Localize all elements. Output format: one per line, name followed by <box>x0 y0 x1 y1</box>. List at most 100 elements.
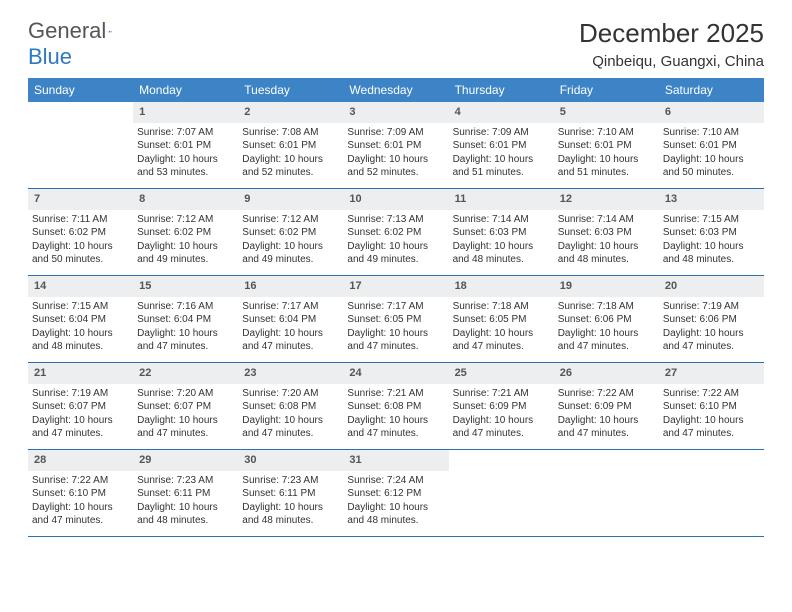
month-title: December 2025 <box>579 18 764 49</box>
daylight-text: Daylight: 10 hours and 47 minutes. <box>137 414 234 441</box>
daylight-text: Daylight: 10 hours and 51 minutes. <box>558 153 655 180</box>
sunrise-text: Sunrise: 7:19 AM <box>663 300 760 314</box>
sunrise-text: Sunrise: 7:07 AM <box>137 126 234 140</box>
day-cell: 5Sunrise: 7:10 AMSunset: 6:01 PMDaylight… <box>554 102 659 188</box>
daylight-text: Daylight: 10 hours and 53 minutes. <box>137 153 234 180</box>
day-cell: 20Sunrise: 7:19 AMSunset: 6:06 PMDayligh… <box>659 276 764 362</box>
day-body: Sunrise: 7:13 AMSunset: 6:02 PMDaylight:… <box>343 210 448 273</box>
sunrise-text: Sunrise: 7:20 AM <box>242 387 339 401</box>
day-body: Sunrise: 7:18 AMSunset: 6:06 PMDaylight:… <box>554 297 659 360</box>
day-number: 29 <box>133 450 238 471</box>
header: General December 2025 Qinbeiqu, Guangxi,… <box>28 18 764 70</box>
logo: General <box>28 18 132 44</box>
day-body: Sunrise: 7:15 AMSunset: 6:03 PMDaylight:… <box>659 210 764 273</box>
day-cell: 8Sunrise: 7:12 AMSunset: 6:02 PMDaylight… <box>133 189 238 275</box>
day-cell: 23Sunrise: 7:20 AMSunset: 6:08 PMDayligh… <box>238 363 343 449</box>
day-number: 22 <box>133 363 238 384</box>
sunset-text: Sunset: 6:01 PM <box>242 139 339 153</box>
day-cell <box>28 102 133 188</box>
daylight-text: Daylight: 10 hours and 47 minutes. <box>663 327 760 354</box>
sunrise-text: Sunrise: 7:21 AM <box>347 387 444 401</box>
sunset-text: Sunset: 6:11 PM <box>137 487 234 501</box>
day-cell: 11Sunrise: 7:14 AMSunset: 6:03 PMDayligh… <box>449 189 554 275</box>
weeks-container: 1Sunrise: 7:07 AMSunset: 6:01 PMDaylight… <box>28 102 764 537</box>
sunset-text: Sunset: 6:10 PM <box>663 400 760 414</box>
sunrise-text: Sunrise: 7:22 AM <box>663 387 760 401</box>
daylight-text: Daylight: 10 hours and 48 minutes. <box>242 501 339 528</box>
daylight-text: Daylight: 10 hours and 48 minutes. <box>32 327 129 354</box>
day-cell: 30Sunrise: 7:23 AMSunset: 6:11 PMDayligh… <box>238 450 343 536</box>
sunrise-text: Sunrise: 7:23 AM <box>242 474 339 488</box>
sunset-text: Sunset: 6:01 PM <box>347 139 444 153</box>
day-cell: 19Sunrise: 7:18 AMSunset: 6:06 PMDayligh… <box>554 276 659 362</box>
day-body: Sunrise: 7:10 AMSunset: 6:01 PMDaylight:… <box>659 123 764 186</box>
day-number: 15 <box>133 276 238 297</box>
sunset-text: Sunset: 6:01 PM <box>453 139 550 153</box>
day-body: Sunrise: 7:15 AMSunset: 6:04 PMDaylight:… <box>28 297 133 360</box>
calendar-page: General December 2025 Qinbeiqu, Guangxi,… <box>0 0 792 537</box>
sunset-text: Sunset: 6:06 PM <box>558 313 655 327</box>
sunset-text: Sunset: 6:04 PM <box>32 313 129 327</box>
location-text: Qinbeiqu, Guangxi, China <box>579 53 764 70</box>
title-block: December 2025 Qinbeiqu, Guangxi, China <box>579 18 764 70</box>
daylight-text: Daylight: 10 hours and 47 minutes. <box>32 501 129 528</box>
day-cell: 10Sunrise: 7:13 AMSunset: 6:02 PMDayligh… <box>343 189 448 275</box>
sunset-text: Sunset: 6:03 PM <box>663 226 760 240</box>
day-cell <box>449 450 554 536</box>
sunset-text: Sunset: 6:06 PM <box>663 313 760 327</box>
day-number: 25 <box>449 363 554 384</box>
week-row: 28Sunrise: 7:22 AMSunset: 6:10 PMDayligh… <box>28 450 764 537</box>
daylight-text: Daylight: 10 hours and 52 minutes. <box>242 153 339 180</box>
sunrise-text: Sunrise: 7:15 AM <box>32 300 129 314</box>
day-number: 6 <box>659 102 764 123</box>
sunrise-text: Sunrise: 7:24 AM <box>347 474 444 488</box>
day-body: Sunrise: 7:20 AMSunset: 6:08 PMDaylight:… <box>238 384 343 447</box>
sunset-text: Sunset: 6:01 PM <box>137 139 234 153</box>
daylight-text: Daylight: 10 hours and 52 minutes. <box>347 153 444 180</box>
day-number <box>28 102 133 108</box>
day-number: 4 <box>449 102 554 123</box>
day-body: Sunrise: 7:19 AMSunset: 6:06 PMDaylight:… <box>659 297 764 360</box>
day-cell: 7Sunrise: 7:11 AMSunset: 6:02 PMDaylight… <box>28 189 133 275</box>
sunset-text: Sunset: 6:02 PM <box>347 226 444 240</box>
day-body: Sunrise: 7:18 AMSunset: 6:05 PMDaylight:… <box>449 297 554 360</box>
day-number <box>659 450 764 456</box>
weekday-header: Monday <box>133 78 238 102</box>
sunset-text: Sunset: 6:03 PM <box>453 226 550 240</box>
day-body: Sunrise: 7:21 AMSunset: 6:09 PMDaylight:… <box>449 384 554 447</box>
sunset-text: Sunset: 6:11 PM <box>242 487 339 501</box>
daylight-text: Daylight: 10 hours and 48 minutes. <box>453 240 550 267</box>
day-cell: 29Sunrise: 7:23 AMSunset: 6:11 PMDayligh… <box>133 450 238 536</box>
day-body: Sunrise: 7:14 AMSunset: 6:03 PMDaylight:… <box>449 210 554 273</box>
sunset-text: Sunset: 6:08 PM <box>242 400 339 414</box>
sunset-text: Sunset: 6:02 PM <box>242 226 339 240</box>
day-number: 3 <box>343 102 448 123</box>
day-cell: 18Sunrise: 7:18 AMSunset: 6:05 PMDayligh… <box>449 276 554 362</box>
day-cell: 21Sunrise: 7:19 AMSunset: 6:07 PMDayligh… <box>28 363 133 449</box>
day-number: 31 <box>343 450 448 471</box>
day-body: Sunrise: 7:12 AMSunset: 6:02 PMDaylight:… <box>238 210 343 273</box>
day-cell: 2Sunrise: 7:08 AMSunset: 6:01 PMDaylight… <box>238 102 343 188</box>
sunrise-text: Sunrise: 7:10 AM <box>663 126 760 140</box>
sunset-text: Sunset: 6:08 PM <box>347 400 444 414</box>
week-row: 7Sunrise: 7:11 AMSunset: 6:02 PMDaylight… <box>28 189 764 276</box>
week-row: 14Sunrise: 7:15 AMSunset: 6:04 PMDayligh… <box>28 276 764 363</box>
day-cell: 1Sunrise: 7:07 AMSunset: 6:01 PMDaylight… <box>133 102 238 188</box>
day-body: Sunrise: 7:17 AMSunset: 6:04 PMDaylight:… <box>238 297 343 360</box>
daylight-text: Daylight: 10 hours and 47 minutes. <box>663 414 760 441</box>
day-body: Sunrise: 7:22 AMSunset: 6:10 PMDaylight:… <box>659 384 764 447</box>
sunrise-text: Sunrise: 7:12 AM <box>242 213 339 227</box>
daylight-text: Daylight: 10 hours and 47 minutes. <box>558 414 655 441</box>
daylight-text: Daylight: 10 hours and 49 minutes. <box>137 240 234 267</box>
logo-text-blue: Blue <box>28 44 72 69</box>
day-body: Sunrise: 7:22 AMSunset: 6:10 PMDaylight:… <box>28 471 133 534</box>
week-row: 21Sunrise: 7:19 AMSunset: 6:07 PMDayligh… <box>28 363 764 450</box>
day-body: Sunrise: 7:22 AMSunset: 6:09 PMDaylight:… <box>554 384 659 447</box>
sunset-text: Sunset: 6:03 PM <box>558 226 655 240</box>
sunset-text: Sunset: 6:01 PM <box>663 139 760 153</box>
day-body: Sunrise: 7:23 AMSunset: 6:11 PMDaylight:… <box>238 471 343 534</box>
day-body: Sunrise: 7:17 AMSunset: 6:05 PMDaylight:… <box>343 297 448 360</box>
day-number: 14 <box>28 276 133 297</box>
day-cell: 22Sunrise: 7:20 AMSunset: 6:07 PMDayligh… <box>133 363 238 449</box>
day-number: 7 <box>28 189 133 210</box>
